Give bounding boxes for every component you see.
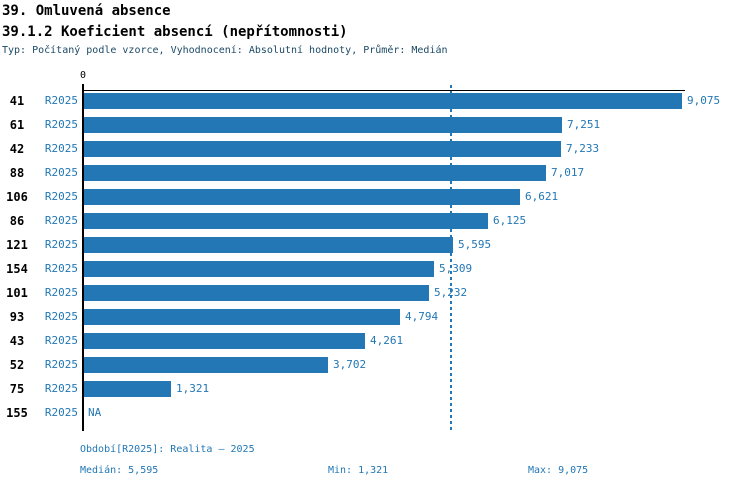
bar (84, 357, 328, 373)
chart-row: 41 R2025 9,075 (0, 93, 750, 109)
series-label: R2025 (44, 358, 78, 371)
bar (84, 381, 171, 397)
series-label: R2025 (44, 310, 78, 323)
y-axis-line (82, 84, 84, 431)
category-label: 155 (6, 406, 28, 420)
category-label: 154 (6, 262, 28, 276)
series-label: R2025 (44, 262, 78, 275)
series-label: R2025 (44, 286, 78, 299)
category-label: 52 (9, 358, 25, 372)
category-label: 106 (6, 190, 28, 204)
x-axis-zero-label: 0 (79, 70, 87, 81)
chart-row: 75 R2025 1,321 (0, 381, 750, 397)
category-label: 43 (9, 334, 25, 348)
chart-row: 155 R2025 NA (0, 405, 750, 421)
series-label: R2025 (44, 118, 78, 131)
value-label: 7,233 (566, 142, 600, 155)
value-label: 4,794 (405, 310, 439, 323)
series-label: R2025 (44, 214, 78, 227)
category-label: 88 (9, 166, 25, 180)
value-label: 6,621 (525, 190, 559, 203)
chart-meta-line: Typ: Počítaný podle vzorce, Vyhodnocení:… (2, 45, 448, 56)
value-label: 5,595 (458, 238, 492, 251)
category-label: 93 (9, 310, 25, 324)
bar (84, 213, 488, 229)
value-label: 1,321 (176, 382, 210, 395)
value-label: 7,251 (567, 118, 601, 131)
footer-median-label: Medián: 5,595 (80, 465, 159, 476)
chart-row: 154 R2025 5,309 (0, 261, 750, 277)
chart-row: 42 R2025 7,233 (0, 141, 750, 157)
bar (84, 309, 400, 325)
footer-period-label: Období[R2025]: Realita – 2025 (80, 444, 255, 455)
bar (84, 93, 682, 109)
chart-row: 88 R2025 7,017 (0, 165, 750, 181)
bar (84, 261, 434, 277)
value-label: 4,261 (370, 334, 404, 347)
category-label: 42 (9, 142, 25, 156)
footer-min-label: Min: 1,321 (328, 465, 389, 476)
chart-row: 43 R2025 4,261 (0, 333, 750, 349)
bar (84, 237, 453, 253)
category-label: 41 (9, 94, 25, 108)
bar (84, 189, 520, 205)
plot-top-border (83, 90, 685, 91)
series-label: R2025 (44, 382, 78, 395)
series-label: R2025 (44, 334, 78, 347)
value-label: 9,075 (687, 94, 721, 107)
category-label: 61 (9, 118, 25, 132)
bar (84, 333, 365, 349)
chart-row: 86 R2025 6,125 (0, 213, 750, 229)
series-label: R2025 (44, 190, 78, 203)
bar (84, 165, 546, 181)
bar (84, 141, 561, 157)
value-label: 3,702 (333, 358, 367, 371)
category-label: 86 (9, 214, 25, 228)
category-label: 75 (9, 382, 25, 396)
median-reference-line (450, 85, 452, 433)
series-label: R2025 (44, 166, 78, 179)
series-label: R2025 (44, 406, 78, 419)
chart-row: 106 R2025 6,621 (0, 189, 750, 205)
footer-max-label: Max: 9,075 (528, 465, 589, 476)
chart-row: 61 R2025 7,251 (0, 117, 750, 133)
value-label: 6,125 (493, 214, 527, 227)
bar (84, 285, 429, 301)
series-label: R2025 (44, 238, 78, 251)
value-label: 7,017 (551, 166, 585, 179)
series-label: R2025 (44, 94, 78, 107)
value-label: 5,309 (439, 262, 473, 275)
category-label: 121 (6, 238, 28, 252)
value-label: NA (88, 406, 102, 419)
bar (84, 117, 562, 133)
chart-row: 121 R2025 5,595 (0, 237, 750, 253)
chart-row: 101R20255,232 (0, 285, 750, 301)
category-label: 101 (6, 286, 28, 300)
chart-row: 93 R2025 4,794 (0, 309, 750, 325)
chart-title: 39.1.2 Koeficient absencí (nepřítomnosti… (2, 24, 348, 40)
report-title: 39. Omluvená absence (2, 3, 171, 19)
series-label: R2025 (44, 142, 78, 155)
chart-row: 52 R2025 3,702 (0, 357, 750, 373)
